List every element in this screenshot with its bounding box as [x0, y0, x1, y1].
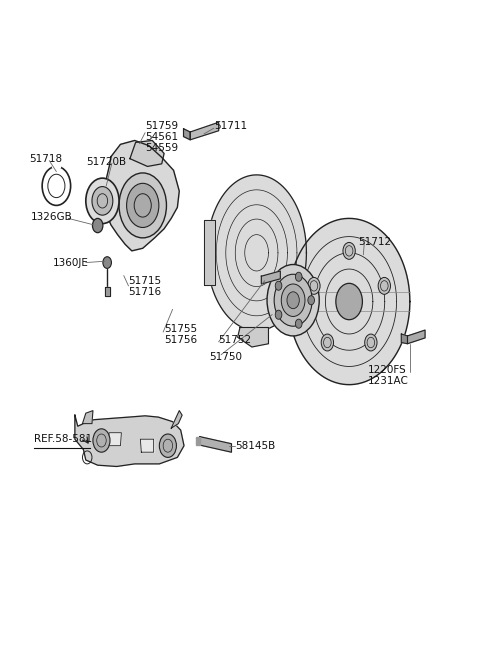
Circle shape	[336, 284, 362, 320]
Text: 54561: 54561	[145, 132, 178, 142]
Circle shape	[275, 281, 282, 290]
Text: 1220FS: 1220FS	[368, 365, 407, 375]
Circle shape	[119, 173, 167, 238]
Circle shape	[295, 272, 302, 281]
Polygon shape	[83, 411, 93, 424]
Polygon shape	[207, 175, 306, 331]
Polygon shape	[261, 271, 280, 284]
Polygon shape	[401, 334, 408, 344]
Circle shape	[93, 218, 103, 233]
Circle shape	[92, 187, 113, 215]
Polygon shape	[105, 288, 109, 296]
Circle shape	[281, 284, 305, 316]
Text: 51720B: 51720B	[86, 157, 126, 167]
Text: REF.58-581: REF.58-581	[34, 434, 92, 444]
Polygon shape	[204, 220, 216, 286]
Circle shape	[86, 178, 119, 223]
Text: 51750: 51750	[209, 352, 242, 362]
Polygon shape	[108, 433, 121, 445]
Text: 1231AC: 1231AC	[368, 376, 409, 386]
Text: 1326GB: 1326GB	[31, 212, 73, 222]
Text: 51752: 51752	[219, 335, 252, 345]
Polygon shape	[75, 415, 184, 466]
Polygon shape	[183, 129, 190, 140]
Polygon shape	[140, 440, 154, 452]
Circle shape	[378, 278, 391, 294]
Circle shape	[343, 242, 355, 259]
Polygon shape	[288, 218, 410, 384]
Circle shape	[267, 265, 319, 336]
Circle shape	[93, 429, 110, 452]
Polygon shape	[171, 411, 182, 428]
Text: 51716: 51716	[129, 287, 162, 297]
Text: 51712: 51712	[359, 236, 392, 247]
Text: 51711: 51711	[214, 121, 247, 131]
Text: 51718: 51718	[29, 154, 62, 164]
Circle shape	[103, 257, 111, 269]
Polygon shape	[196, 437, 200, 445]
Text: 51759: 51759	[145, 121, 178, 131]
Circle shape	[308, 295, 314, 305]
Text: 51756: 51756	[164, 335, 197, 345]
Polygon shape	[408, 330, 425, 344]
Text: 51755: 51755	[164, 324, 197, 334]
Circle shape	[295, 319, 302, 328]
Text: 1360JE: 1360JE	[53, 257, 88, 267]
Circle shape	[159, 434, 177, 457]
Circle shape	[308, 278, 320, 294]
Circle shape	[321, 334, 334, 351]
Circle shape	[365, 334, 377, 351]
Polygon shape	[238, 328, 268, 347]
Circle shape	[127, 183, 159, 227]
Circle shape	[287, 291, 300, 309]
Polygon shape	[103, 140, 179, 251]
Polygon shape	[130, 140, 164, 166]
Circle shape	[274, 274, 312, 326]
Circle shape	[275, 310, 282, 319]
Text: 54559: 54559	[145, 143, 178, 153]
Text: 51715: 51715	[129, 276, 162, 286]
Polygon shape	[200, 437, 231, 452]
Polygon shape	[190, 122, 219, 140]
Text: 58145B: 58145B	[235, 441, 276, 451]
